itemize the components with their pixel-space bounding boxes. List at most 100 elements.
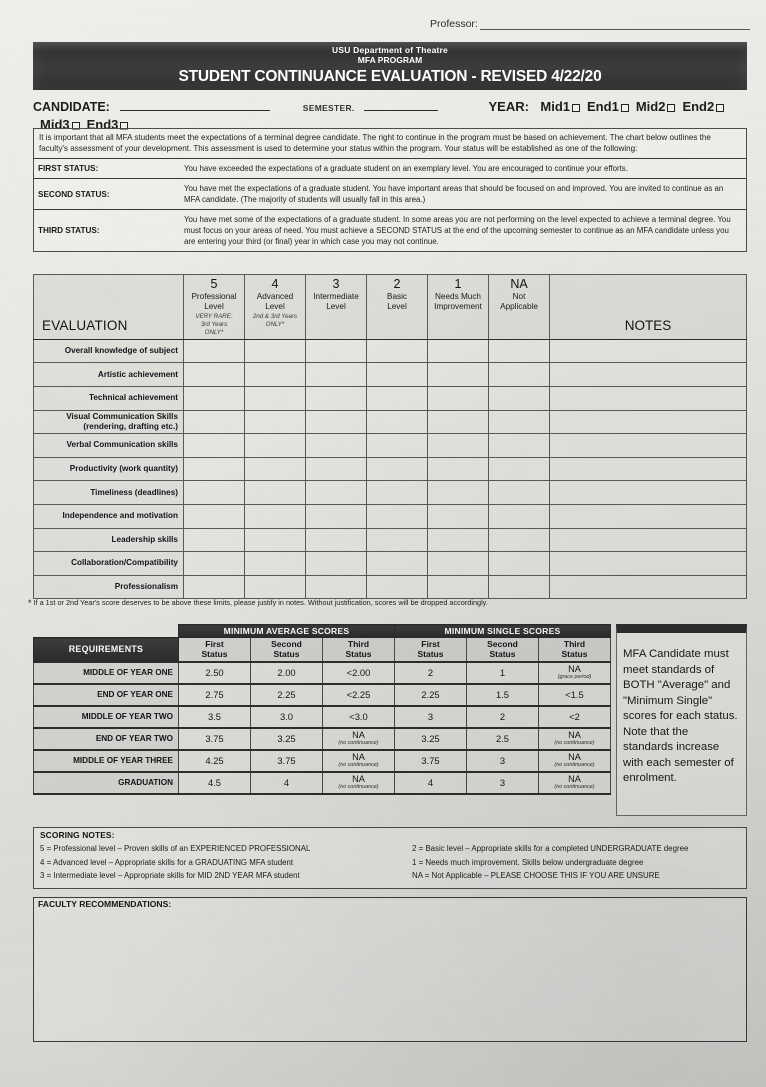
evaluation-score-cell[interactable]: [183, 503, 245, 529]
evaluation-notes-cell[interactable]: [549, 551, 747, 576]
evaluation-score-cell[interactable]: [244, 574, 306, 600]
year-option-end1[interactable]: End1: [587, 98, 629, 115]
checkbox-icon[interactable]: [667, 104, 676, 112]
evaluation-notes-cell[interactable]: [549, 480, 747, 505]
evaluation-score-cell[interactable]: [244, 362, 306, 387]
evaluation-score-cell[interactable]: [183, 362, 245, 387]
evaluation-score-cell[interactable]: [427, 386, 489, 411]
evaluation-score-cell[interactable]: [427, 480, 489, 505]
candidate-input-rule[interactable]: [120, 98, 271, 111]
evaluation-score-cell[interactable]: [427, 362, 489, 387]
checkbox-icon[interactable]: [572, 104, 581, 112]
evaluation-score-cell[interactable]: [183, 386, 245, 411]
evaluation-score-cell[interactable]: [427, 409, 489, 435]
evaluation-score-cell[interactable]: [427, 527, 489, 553]
year-option-end2[interactable]: End2: [682, 98, 725, 115]
evaluation-score-cell[interactable]: [366, 456, 428, 482]
evaluation-score-cell[interactable]: [183, 338, 245, 364]
checkbox-icon[interactable]: [716, 104, 725, 112]
evaluation-notes-cell[interactable]: [549, 386, 747, 411]
evaluation-notes-cell[interactable]: [549, 456, 747, 482]
evaluation-score-cell[interactable]: [244, 480, 306, 505]
evaluation-score-cell[interactable]: [488, 409, 550, 435]
evaluation-score-cell[interactable]: [488, 433, 550, 458]
eval-column-desc: Basic Level: [386, 292, 408, 312]
evaluation-score-cell[interactable]: [366, 338, 428, 364]
status-explanation-box: It is important that all MFA students me…: [33, 128, 747, 253]
evaluation-score-cell[interactable]: [488, 503, 550, 529]
requirements-subheader: Second Status: [250, 637, 323, 662]
professor-input-rule[interactable]: [479, 19, 750, 30]
evaluation-score-cell[interactable]: [183, 409, 245, 435]
professor-field[interactable]: Professor:: [430, 18, 750, 30]
evaluation-score-cell[interactable]: [183, 456, 245, 482]
evaluation-score-cell[interactable]: [305, 527, 367, 553]
requirements-value: <2.00: [322, 660, 395, 685]
evaluation-score-cell[interactable]: [305, 480, 367, 505]
evaluation-score-cell[interactable]: [305, 362, 367, 387]
evaluation-score-cell[interactable]: [427, 433, 489, 458]
checkbox-icon[interactable]: [620, 104, 629, 112]
requirements-value: 3.75: [394, 748, 467, 773]
evaluation-score-cell[interactable]: [427, 551, 489, 576]
evaluation-score-cell[interactable]: [183, 551, 245, 576]
evaluation-score-cell[interactable]: [244, 527, 306, 553]
evaluation-score-cell[interactable]: [305, 456, 367, 482]
semester-input-rule[interactable]: [364, 98, 439, 111]
evaluation-score-cell[interactable]: [244, 551, 306, 576]
evaluation-score-cell[interactable]: [488, 480, 550, 505]
evaluation-notes-cell[interactable]: [549, 409, 747, 435]
evaluation-criterion-label: Leadership skills: [33, 527, 184, 553]
evaluation-score-cell[interactable]: [366, 386, 428, 411]
evaluation-criterion-label: Collaboration/Compatibility: [33, 551, 184, 576]
evaluation-score-cell[interactable]: [427, 456, 489, 482]
evaluation-score-cell[interactable]: [488, 362, 550, 387]
evaluation-score-cell[interactable]: [488, 338, 550, 364]
evaluation-score-cell[interactable]: [183, 574, 245, 600]
evaluation-score-cell[interactable]: [244, 456, 306, 482]
evaluation-score-cell[interactable]: [366, 527, 428, 553]
evaluation-notes-cell[interactable]: [549, 503, 747, 529]
evaluation-score-cell[interactable]: [244, 433, 306, 458]
evaluation-score-cell[interactable]: [366, 362, 428, 387]
evaluation-score-cell[interactable]: [305, 574, 367, 600]
evaluation-score-cell[interactable]: [366, 409, 428, 435]
evaluation-score-cell[interactable]: [488, 527, 550, 553]
evaluation-score-cell[interactable]: [244, 409, 306, 435]
year-option-mid2[interactable]: Mid2: [636, 98, 676, 115]
evaluation-score-cell[interactable]: [488, 551, 550, 576]
evaluation-score-cell[interactable]: [427, 574, 489, 600]
evaluation-score-cell[interactable]: [366, 551, 428, 576]
evaluation-score-cell[interactable]: [427, 338, 489, 364]
evaluation-notes-cell[interactable]: [549, 433, 747, 458]
evaluation-score-cell[interactable]: [244, 503, 306, 529]
evaluation-score-cell[interactable]: [183, 527, 245, 553]
evaluation-notes-cell[interactable]: [549, 574, 747, 600]
evaluation-notes-cell[interactable]: [549, 527, 747, 553]
evaluation-score-cell[interactable]: [305, 503, 367, 529]
requirements-value: 3.25: [394, 726, 467, 751]
evaluation-score-cell[interactable]: [305, 386, 367, 411]
evaluation-score-cell[interactable]: [183, 480, 245, 505]
year-option-mid1[interactable]: Mid1: [540, 98, 581, 115]
evaluation-score-cell[interactable]: [305, 338, 367, 364]
evaluation-score-cell[interactable]: [244, 386, 306, 411]
form-title: STUDENT CONTINUANCE EVALUATION - REVISED…: [178, 68, 602, 85]
evaluation-score-cell[interactable]: [488, 574, 550, 600]
evaluation-notes-cell[interactable]: [549, 362, 747, 387]
faculty-recommendations-box[interactable]: FACULTY RECOMMENDATIONS:: [33, 897, 747, 1042]
evaluation-score-cell[interactable]: [366, 433, 428, 458]
evaluation-score-cell[interactable]: [366, 503, 428, 529]
evaluation-score-cell[interactable]: [244, 338, 306, 364]
evaluation-score-cell[interactable]: [488, 456, 550, 482]
evaluation-score-cell[interactable]: [305, 409, 367, 435]
evaluation-score-cell[interactable]: [488, 386, 550, 411]
evaluation-score-cell[interactable]: [427, 503, 489, 529]
eval-column-score: 2: [393, 277, 401, 291]
evaluation-score-cell[interactable]: [366, 480, 428, 505]
evaluation-score-cell[interactable]: [305, 433, 367, 458]
evaluation-score-cell[interactable]: [183, 433, 245, 458]
evaluation-score-cell[interactable]: [366, 574, 428, 600]
evaluation-notes-cell[interactable]: [549, 338, 747, 364]
evaluation-score-cell[interactable]: [305, 551, 367, 576]
